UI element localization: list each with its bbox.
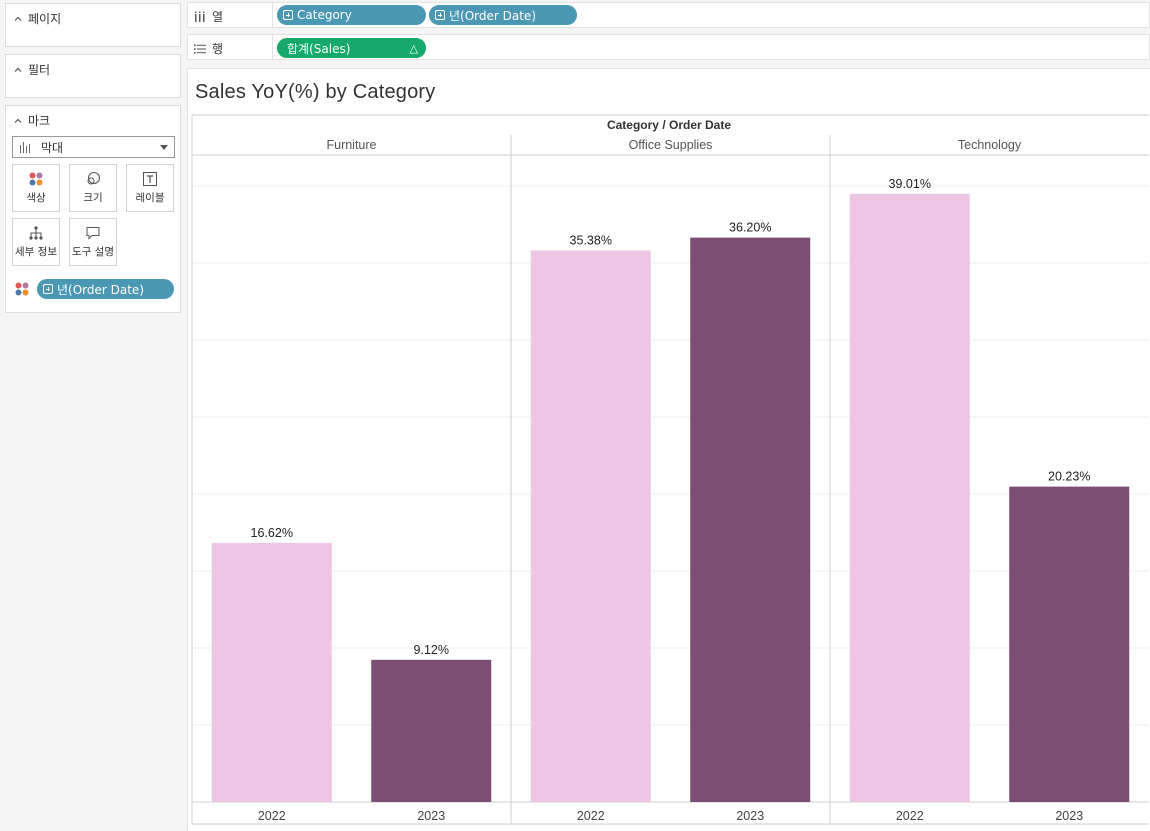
marks-card-header[interactable]: 마크 <box>14 112 50 129</box>
color-field-pill[interactable]: 년(Order Date) <box>37 279 174 299</box>
size-icon <box>87 172 100 185</box>
order-date-pill-label: 년(Order Date) <box>449 8 537 23</box>
shelf-divider <box>272 35 273 59</box>
bar-value-label: 20.23% <box>1048 470 1090 484</box>
category-header-label: Furniture <box>326 138 376 152</box>
bar[interactable] <box>211 542 332 802</box>
x-tick-label: 2022 <box>896 809 924 823</box>
marks-card: 마크 막대 색상 크기 레이블 <box>5 105 181 313</box>
expand-plus-icon[interactable] <box>283 10 293 20</box>
bar-value-label: 35.38% <box>570 233 612 247</box>
category-header-label: Office Supplies <box>629 138 713 152</box>
columns-label: 열 <box>212 10 224 24</box>
size-button[interactable]: 크기 <box>69 164 117 212</box>
header-title: Category / Order Date <box>607 118 731 132</box>
bar[interactable] <box>530 250 651 802</box>
x-tick-label: 2023 <box>417 809 445 823</box>
mark-type-value: 막대 <box>41 140 64 155</box>
category-header-label: Technology <box>958 138 1022 152</box>
table-calc-delta-icon: △ <box>409 41 418 55</box>
hierarchy-icon <box>29 226 43 240</box>
rows-icon <box>194 44 206 53</box>
collapse-caret-icon <box>14 118 22 123</box>
bar[interactable] <box>849 193 970 802</box>
color-field-label: 년(Order Date) <box>57 282 145 297</box>
chart-title: Sales YoY(%) by Category <box>195 81 436 103</box>
expand-plus-icon[interactable] <box>43 284 53 294</box>
size-button-label: 크기 <box>83 192 103 204</box>
collapse-caret-icon <box>14 67 22 72</box>
bar-chart: Category / Order Date Furniture Office Su… <box>191 114 1149 825</box>
filters-title: 필터 <box>28 63 51 77</box>
sales-measure-label: 합계(Sales) <box>287 41 351 56</box>
x-tick-label: 2022 <box>258 809 286 823</box>
text-label-icon <box>143 172 157 186</box>
panel-frame <box>191 114 1149 825</box>
x-tick-label: 2023 <box>1055 809 1083 823</box>
bar-value-label: 16.62% <box>251 526 293 540</box>
pages-title: 페이지 <box>28 12 62 26</box>
rows-label: 행 <box>212 42 224 56</box>
category-pill-label: Category <box>297 8 352 22</box>
dropdown-arrow-icon <box>160 145 168 150</box>
color-button-label: 색상 <box>26 192 46 204</box>
marks-title: 마크 <box>28 114 51 128</box>
order-date-pill[interactable]: 년(Order Date) <box>429 5 577 25</box>
color-field-dots-icon <box>15 282 29 296</box>
collapse-caret-icon <box>14 16 22 21</box>
category-headers: Furniture Office Supplies Technology <box>326 138 1021 152</box>
bar[interactable] <box>1009 486 1130 802</box>
bar-chart-icon <box>20 142 30 153</box>
bars <box>211 193 1130 803</box>
expand-plus-icon[interactable] <box>435 10 445 20</box>
rows-shelf-label: 행 <box>194 40 223 57</box>
filters-card: 필터 <box>5 54 181 98</box>
gridlines <box>192 185 1149 726</box>
tooltip-button-label: 도구 설명 <box>72 246 114 258</box>
bar-value-label: 39.01% <box>889 177 931 191</box>
mark-type-dropdown[interactable]: 막대 <box>12 136 175 158</box>
tooltip-button[interactable]: 도구 설명 <box>69 218 117 266</box>
columns-shelf: 열 Category 년(Order Date) <box>187 2 1150 28</box>
color-button[interactable]: 색상 <box>12 164 60 212</box>
rows-shelf: 행 합계(Sales) △ <box>187 34 1150 60</box>
left-panel: 페이지 필터 마크 막대 색상 크기 <box>0 0 186 831</box>
x-tick-label: 2022 <box>577 809 605 823</box>
detail-button-label: 세부 정보 <box>15 246 57 258</box>
shelf-divider <box>272 3 273 27</box>
label-button[interactable]: 레이블 <box>126 164 174 212</box>
bar-value-label: 9.12% <box>414 643 449 657</box>
speech-bubble-icon <box>86 227 100 240</box>
x-axis-ticks: 2022 2023 2022 2023 2022 2023 <box>258 809 1083 823</box>
x-tick-label: 2023 <box>736 809 764 823</box>
bar-labels: 16.62% 9.12% 35.38% 36.20% 39.01% 20.23% <box>251 177 1091 657</box>
category-pill[interactable]: Category <box>277 5 426 25</box>
columns-icon <box>195 11 205 22</box>
bar[interactable] <box>371 659 492 802</box>
bar-value-label: 36.20% <box>729 221 771 235</box>
pages-card-header[interactable]: 페이지 <box>14 10 61 27</box>
sales-measure-pill[interactable]: 합계(Sales) △ <box>277 38 426 58</box>
detail-button[interactable]: 세부 정보 <box>12 218 60 266</box>
label-button-label: 레이블 <box>135 192 165 204</box>
color-dots-icon <box>29 172 43 186</box>
bar[interactable] <box>690 237 811 803</box>
worksheet-view: Sales YoY(%) by Category Category / Orde… <box>187 68 1150 831</box>
columns-shelf-label: 열 <box>194 8 223 25</box>
pages-card: 페이지 <box>5 3 181 47</box>
filters-card-header[interactable]: 필터 <box>14 61 50 78</box>
